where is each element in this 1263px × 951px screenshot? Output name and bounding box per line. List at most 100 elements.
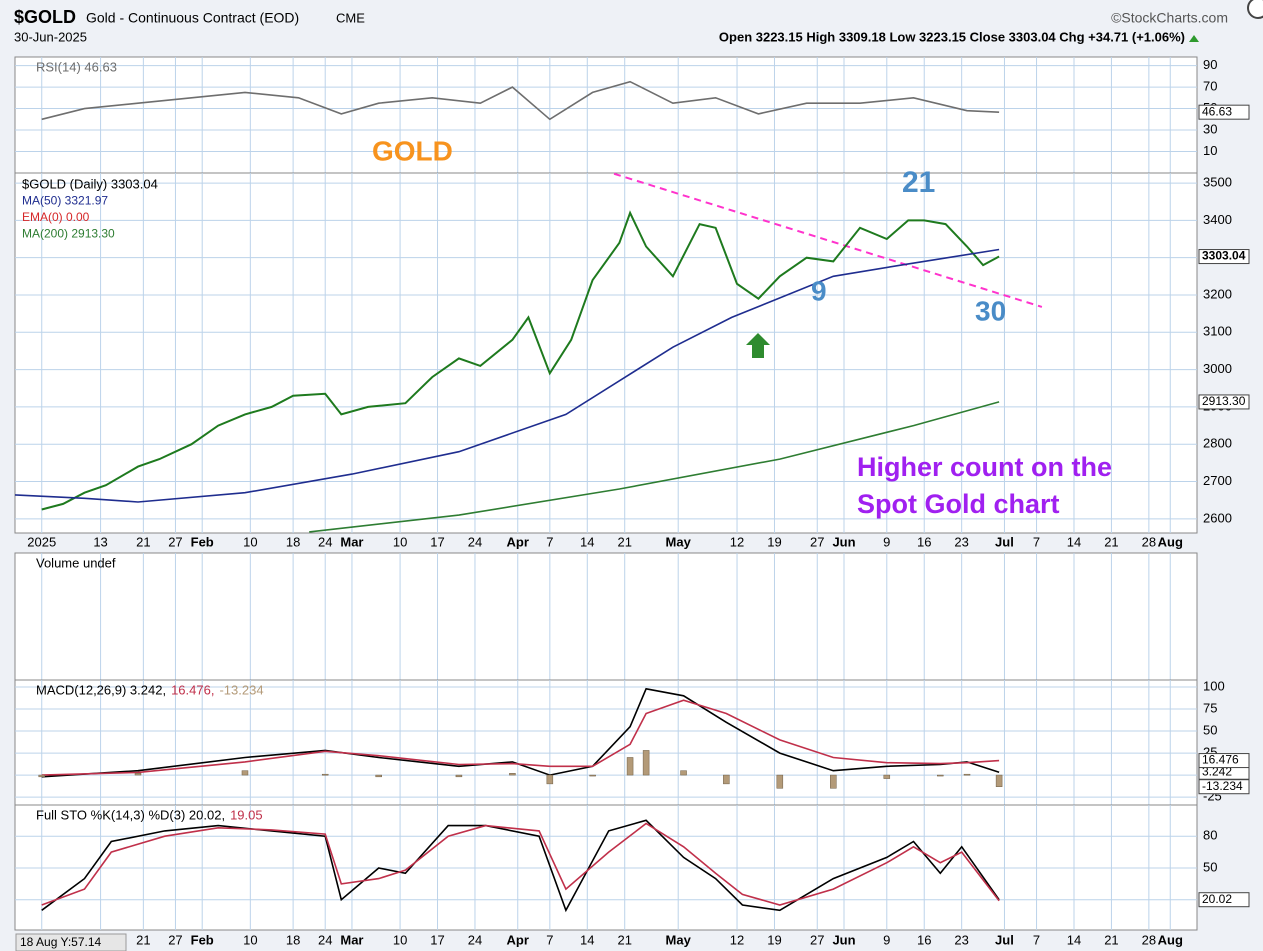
y-tick-label: 70 — [1203, 79, 1217, 94]
x-tick-label: 10 — [393, 932, 407, 947]
x-tick-label: May — [666, 932, 692, 947]
x-tick-label: 10 — [393, 534, 407, 549]
x-tick-label: 27 — [810, 932, 824, 947]
x-tick-label: Jul — [995, 534, 1014, 549]
x-tick-label: 24 — [468, 534, 482, 549]
x-tick-label: 7 — [546, 534, 553, 549]
end-label: 46.63 — [1202, 104, 1232, 118]
histogram-bar — [455, 774, 463, 778]
x-tick-label: 21 — [1104, 534, 1118, 549]
panel — [14, 552, 1198, 681]
trendline — [613, 172, 1043, 308]
x-tick-label: 10 — [243, 534, 257, 549]
x-tick-label: 14 — [1067, 534, 1081, 549]
end-label-box — [1198, 779, 1250, 795]
annotation: 30 — [975, 295, 1006, 326]
x-tick-label: Aug — [1158, 932, 1183, 947]
histogram-bar — [546, 774, 554, 785]
x-tick-label: 21 — [617, 932, 631, 947]
x-tick-label: 17 — [430, 932, 444, 947]
x-tick-label: 14 — [580, 932, 594, 947]
x-tick-label: 24 — [318, 534, 332, 549]
x-tick-label: 17 — [430, 534, 444, 549]
x-tick-label: 21 — [1104, 932, 1118, 947]
x-tick-label: Aug — [1158, 534, 1183, 549]
x-tick-label: 14 — [1067, 932, 1081, 947]
x-tick-label: 27 — [810, 534, 824, 549]
panel — [14, 679, 1198, 806]
annotation: Higher count on the — [857, 452, 1112, 482]
x-tick-label: 18 — [286, 534, 300, 549]
x-tick-label: 21 — [136, 534, 150, 549]
x-tick-label: 23 — [954, 534, 968, 549]
x-tick-label: Mar — [340, 932, 363, 947]
end-label: 20.02 — [1202, 892, 1232, 906]
x-tick-label: 21 — [617, 534, 631, 549]
series-line — [41, 699, 1000, 776]
histogram-bar — [375, 774, 382, 778]
legend-entry: 19.05 — [230, 807, 263, 822]
y-tick-label: 3500 — [1203, 175, 1232, 190]
x-tick-label: 28 — [1142, 932, 1156, 947]
end-label-box — [1198, 394, 1250, 410]
symbol: $GOLD — [14, 7, 76, 27]
end-label-box — [1198, 104, 1250, 120]
cursor-box — [15, 933, 127, 951]
annotation: 21 — [902, 166, 935, 199]
histogram-bar — [995, 774, 1003, 787]
legend-entry: EMA(0) 0.00 — [22, 210, 90, 224]
y-tick-label: 2800 — [1203, 436, 1232, 451]
exchange: CME — [336, 10, 365, 25]
source: ©StockCharts.com — [1111, 10, 1228, 26]
panel — [14, 172, 1198, 534]
series-line — [41, 822, 1000, 906]
panels: 10 30 50 70 90 46.63 RSI(14) 46.63 2600 2700 2800… — [14, 56, 1250, 947]
end-label-box — [1198, 892, 1250, 908]
x-tick-label: 7 — [546, 932, 553, 947]
histogram-bar — [134, 773, 142, 776]
histogram-bar — [509, 773, 516, 776]
end-label: 3303.04 — [1202, 249, 1246, 263]
legend-entry: $GOLD (Daily) 3303.04 — [22, 176, 158, 191]
y-tick-label: 100 — [1203, 678, 1225, 693]
x-tick-label: 27 — [168, 932, 182, 947]
series-line — [41, 80, 1000, 121]
legend-entry: Full STO %K(14,3) %D(3) 20.02, — [36, 807, 225, 822]
histogram-bar — [321, 773, 329, 776]
histogram-bar — [38, 774, 45, 778]
x-tick-label: 16 — [917, 534, 931, 549]
annotation: Spot Gold chart — [857, 489, 1060, 519]
x-tick-label: Apr — [507, 534, 529, 549]
y-tick-label: 3100 — [1203, 324, 1232, 339]
x-tick-label: 28 — [1142, 534, 1156, 549]
x-tick-label: 23 — [954, 932, 968, 947]
histogram-bar — [589, 774, 596, 777]
x-tick-label: 27 — [168, 534, 182, 549]
histogram-bar — [830, 774, 837, 789]
series-line — [41, 687, 1000, 778]
legend-entry: -13.234 — [219, 682, 263, 697]
x-tick-label: May — [666, 534, 692, 549]
histogram-bar — [723, 774, 730, 785]
annotation: GOLD — [372, 135, 453, 166]
series-line — [14, 248, 1000, 503]
y-tick-label: 90 — [1203, 57, 1217, 72]
corner-button[interactable] — [1247, 0, 1263, 19]
end-label: 16.476 — [1202, 753, 1239, 767]
end-label-box — [1198, 249, 1250, 265]
x-tick-label: 7 — [1033, 932, 1040, 947]
x-tick-label: 2025 — [27, 534, 56, 549]
y-tick-label: 50 — [1203, 722, 1217, 737]
x-tick-label: 18 — [286, 932, 300, 947]
x-tick-label: 13 — [93, 534, 107, 549]
series-line — [309, 401, 1000, 533]
y-tick-label: 50 — [1203, 859, 1217, 874]
x-tick-label: 24 — [318, 932, 332, 947]
y-tick-label: 2700 — [1203, 473, 1232, 488]
x-tick-label: 14 — [580, 534, 594, 549]
x-tick-label: Mar — [340, 534, 363, 549]
x-tick-label: Jun — [832, 534, 855, 549]
quote: Open 3223.15 High 3309.18 Low 3223.15 Cl… — [719, 29, 1185, 44]
histogram-bar — [626, 757, 634, 776]
